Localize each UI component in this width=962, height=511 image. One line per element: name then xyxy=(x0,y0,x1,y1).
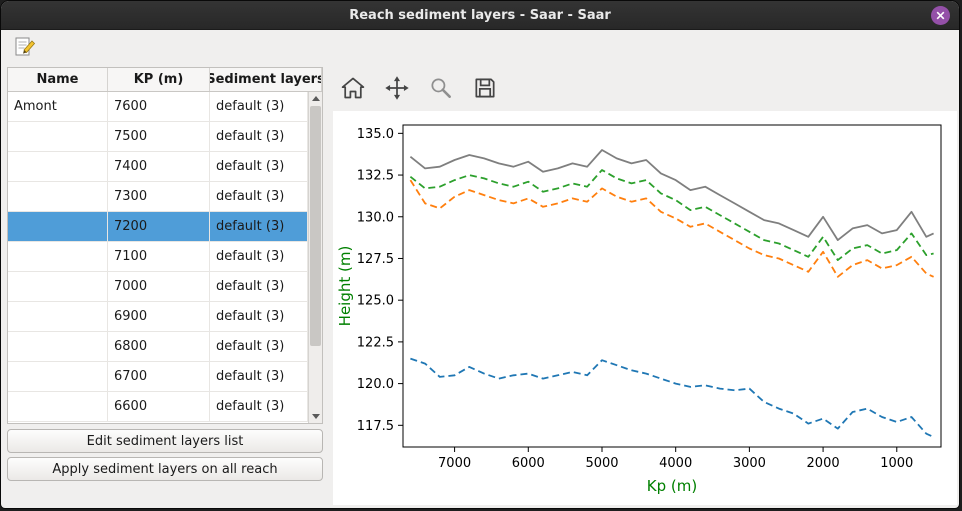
cell-name xyxy=(8,272,108,301)
cell-name xyxy=(8,302,108,331)
zoom-button[interactable] xyxy=(425,73,457,103)
x-tick-label: 4000 xyxy=(659,456,692,471)
cell-layers: default (3) xyxy=(210,362,308,391)
edit-sediment-layers-list-button[interactable]: Edit sediment layers list xyxy=(7,429,323,453)
cell-kp: 7400 xyxy=(108,152,210,181)
y-tick-label: 122.5 xyxy=(357,335,394,350)
cell-name xyxy=(8,122,108,151)
edit-layers-icon xyxy=(15,37,36,56)
titlebar[interactable]: Reach sediment layers - Saar - Saar xyxy=(1,1,959,30)
x-tick-label: 5000 xyxy=(585,456,618,471)
cell-name xyxy=(8,152,108,181)
table-row[interactable]: 7000 default (3) xyxy=(8,272,308,302)
cell-kp: 7100 xyxy=(108,242,210,271)
y-tick-label: 130.0 xyxy=(357,210,394,225)
table-row[interactable]: 7400 default (3) xyxy=(8,152,308,182)
cell-name xyxy=(8,392,108,421)
home-button[interactable] xyxy=(337,73,369,103)
cell-kp: 7000 xyxy=(108,272,210,301)
table-row[interactable]: 7500 default (3) xyxy=(8,122,308,152)
plot-toolbar xyxy=(337,73,501,103)
series-layer-blue xyxy=(410,357,934,438)
table-row[interactable]: 6900 default (3) xyxy=(8,302,308,332)
height-vs-kp-chart[interactable]: 7000 6000 5000 4000 3000 2000 1000 117.5 120.0 12… xyxy=(333,111,957,505)
close-icon xyxy=(936,11,945,20)
cell-layers: default (3) xyxy=(210,332,308,361)
scroll-down-icon[interactable] xyxy=(309,410,322,423)
cell-layers: default (3) xyxy=(210,392,308,421)
cell-kp: 7500 xyxy=(108,122,210,151)
y-axis-label: Height (m) xyxy=(336,246,354,327)
y-tick-label: 120.0 xyxy=(357,377,394,392)
series-top-level xyxy=(409,149,934,242)
cell-layers: default (3) xyxy=(210,272,308,301)
window-title: Reach sediment layers - Saar - Saar xyxy=(349,7,611,23)
cell-kp: 6700 xyxy=(108,362,210,391)
table-row[interactable]: Amont 7600 default (3) xyxy=(8,92,308,122)
column-header-name[interactable]: Name xyxy=(8,68,108,91)
x-tick-label: 6000 xyxy=(512,456,545,471)
column-header-kp[interactable]: KP (m) xyxy=(108,68,210,91)
y-tick-label: 135.0 xyxy=(357,127,394,142)
cell-layers: default (3) xyxy=(210,122,308,151)
table-body: Amont 7600 default (3) 7500 default (3) 7400 d… xyxy=(8,92,308,423)
table-row[interactable]: 6800 default (3) xyxy=(8,332,308,362)
cell-layers: default (3) xyxy=(210,212,308,241)
table-row[interactable]: 7100 default (3) xyxy=(8,242,308,272)
cell-kp: 6600 xyxy=(108,392,210,421)
save-button[interactable] xyxy=(469,73,501,103)
cell-kp: 7200 xyxy=(108,212,210,241)
table-row[interactable]: 7200 default (3) xyxy=(8,212,308,242)
plot-border xyxy=(402,124,942,448)
y-tick-label: 132.5 xyxy=(357,169,394,184)
table-scrollbar[interactable] xyxy=(308,92,322,423)
scroll-up-icon[interactable] xyxy=(309,92,322,105)
home-icon xyxy=(341,77,365,99)
edit-sediment-button[interactable] xyxy=(11,34,39,60)
save-icon xyxy=(475,78,495,98)
table-row[interactable]: 6700 default (3) xyxy=(8,362,308,392)
y-tick-label: 117.5 xyxy=(357,419,394,434)
x-axis-label: Kp (m) xyxy=(647,477,697,495)
zoom-icon xyxy=(431,78,451,98)
cell-name: Amont xyxy=(8,92,108,121)
cell-name xyxy=(8,332,108,361)
column-header-layers[interactable]: Sediment layers xyxy=(210,68,322,91)
table-row[interactable]: 7300 default (3) xyxy=(8,182,308,212)
pan-icon xyxy=(385,76,409,100)
scrollbar-thumb[interactable] xyxy=(310,106,321,346)
cell-kp: 6900 xyxy=(108,302,210,331)
cell-name xyxy=(8,212,108,241)
table-header[interactable]: Name KP (m) Sediment layers xyxy=(8,68,322,92)
y-tick-label: 125.0 xyxy=(357,294,394,309)
cell-name xyxy=(8,242,108,271)
pan-button[interactable] xyxy=(381,73,413,103)
x-tick-label: 1000 xyxy=(880,456,913,471)
cell-name xyxy=(8,362,108,391)
cell-kp: 7300 xyxy=(108,182,210,211)
chart-canvas[interactable]: 7000 6000 5000 4000 3000 2000 1000 117.5 120.0 12… xyxy=(333,111,957,505)
cell-layers: default (3) xyxy=(210,302,308,331)
x-tick-label: 7000 xyxy=(438,456,471,471)
cell-layers: default (3) xyxy=(210,182,308,211)
close-button[interactable] xyxy=(931,6,950,25)
x-tick-label: 2000 xyxy=(807,456,840,471)
apply-sediment-layers-button[interactable]: Apply sediment layers on all reach xyxy=(7,457,323,481)
cell-kp: 6800 xyxy=(108,332,210,361)
sediment-table: Name KP (m) Sediment layers Amont 7600 def… xyxy=(7,67,323,424)
cell-layers: default (3) xyxy=(210,92,308,121)
cell-layers: default (3) xyxy=(210,242,308,271)
cell-kp: 7600 xyxy=(108,92,210,121)
y-tick-label: 127.5 xyxy=(357,252,394,267)
table-row[interactable]: 6600 default (3) xyxy=(8,392,308,422)
main-toolbar xyxy=(1,31,959,63)
cell-layers: default (3) xyxy=(210,152,308,181)
x-tick-label: 3000 xyxy=(733,456,766,471)
cell-name xyxy=(8,182,108,211)
